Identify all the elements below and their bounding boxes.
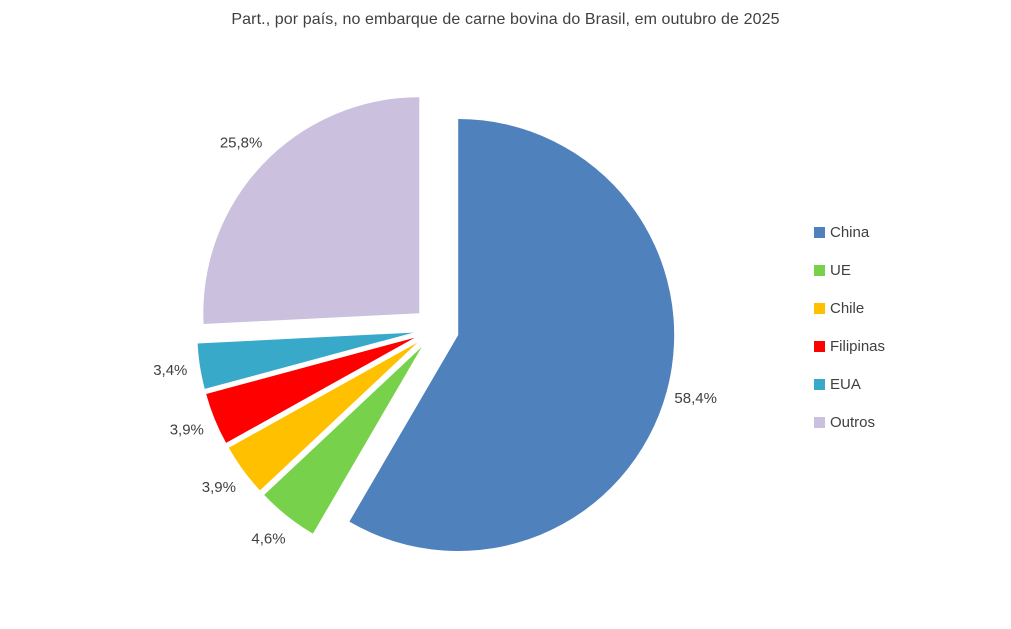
data-label-ue: 4,6% [251,530,285,547]
data-label-outros: 25,8% [220,135,263,152]
legend-label-eua: EUA [830,376,861,393]
pie-slice-chile [228,342,418,491]
data-label-filipinas: 3,9% [170,421,204,438]
legend-item-eua: EUA [814,377,885,392]
pie-slice-china [349,119,675,551]
pie-slice-eua [197,332,414,389]
legend-item-china: China [814,225,885,240]
legend-item-outros: Outros [814,415,885,430]
legend-label-chile: Chile [830,300,865,317]
data-label-eua: 3,4% [153,362,187,379]
pie-slice-filipinas [206,337,415,443]
legend-item-chile: Chile [814,301,885,316]
legend-swatch-chile [814,303,825,314]
legend-label-filipinas: Filipinas [830,338,886,355]
legend-item-filipinas: Filipinas [814,339,885,354]
chart-title: Part., por país, no embarque de carne bo… [231,11,780,28]
chart-legend: China UE Chile Filipinas EUA Outros [814,225,885,430]
legend-swatch-filipinas [814,341,825,352]
legend-swatch-china [814,227,825,238]
legend-label-china: China [830,224,870,241]
pie-slice-ue [264,347,422,534]
legend-label-outros: Outros [830,414,876,431]
data-label-chile: 3,9% [202,479,236,496]
legend-swatch-eua [814,379,825,390]
legend-swatch-outros [814,417,825,428]
legend-label-ue: UE [830,262,851,279]
data-label-china: 58,4% [674,390,717,407]
legend-item-ue: UE [814,263,885,278]
pie-slice-outros [203,97,420,324]
legend-swatch-ue [814,265,825,276]
